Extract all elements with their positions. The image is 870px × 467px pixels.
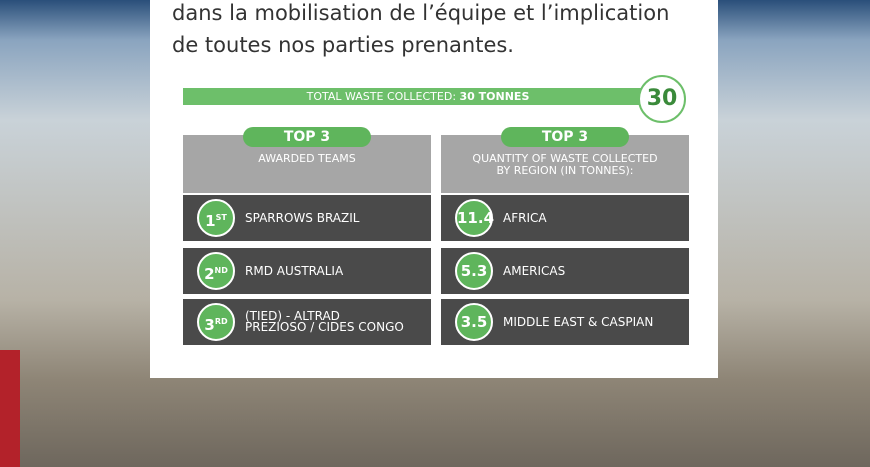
panel-subtitle: QUANTITY OF WASTE COLLECTED BY REGION (IN… xyxy=(441,153,689,177)
subtitle-line: AWARDED TEAMS xyxy=(258,152,356,165)
row: 5.3 AMERICAS xyxy=(441,248,689,294)
row-name: AFRICA xyxy=(503,195,683,241)
row: 11.4 AFRICA xyxy=(441,195,689,241)
name-line: (TIED) - ALTRAD xyxy=(245,309,340,323)
subtitle-line: BY REGION (IN TONNES): xyxy=(496,164,634,177)
panel-header: QUANTITY OF WASTE COLLECTED BY REGION (IN… xyxy=(441,135,689,193)
row: 1ST SPARROWS BRAZIL xyxy=(183,195,431,241)
rank: 3 xyxy=(204,316,215,334)
rank: 3.5 xyxy=(460,313,488,331)
rank: 5.3 xyxy=(460,262,488,280)
rank-suffix: RD xyxy=(214,317,228,326)
rank: 1 xyxy=(205,212,216,230)
subtitle-line: QUANTITY OF WASTE COLLECTED xyxy=(472,152,658,165)
rank-circle: 5.3 xyxy=(455,252,493,290)
name-block: SPARROWS BRAZIL xyxy=(245,210,360,225)
name-block: RMD AUSTRALIA xyxy=(245,263,344,278)
name-block: AMERICAS xyxy=(503,263,566,278)
rank-circle: 1ST xyxy=(197,199,235,237)
panel-title: TOP 3 xyxy=(501,127,629,147)
name-line: SPARROWS BRAZIL xyxy=(245,210,360,225)
total-value: 30 TONNES xyxy=(459,90,530,103)
panel-subtitle: AWARDED TEAMS xyxy=(183,153,431,165)
rank-suffix: ST xyxy=(215,213,227,222)
rank-circle: 11.4 xyxy=(455,199,495,237)
rank-circle: 2ND xyxy=(197,252,235,290)
name-line: PREZIOSO / CIDES CONGO xyxy=(245,320,404,334)
panel: AWARDED TEAMS TOP 3 1ST SPARROWS BRAZIL 2ND R… xyxy=(183,127,431,345)
total-bar: TOTAL WASTE COLLECTED: 30 TONNES xyxy=(183,88,653,105)
name-line: AFRICA xyxy=(503,210,547,225)
name-line: MIDDLE EAST & CASPIAN xyxy=(503,314,654,329)
row: 3RD (TIED) - ALTRAD PREZIOSO / CIDES CONGO xyxy=(183,299,431,345)
rank: 11.4 xyxy=(457,209,495,227)
rank-suffix: ND xyxy=(214,266,228,275)
name-line: AMERICAS xyxy=(503,263,566,278)
row-name: (TIED) - ALTRAD PREZIOSO / CIDES CONGO xyxy=(245,299,425,345)
intro-line: de toutes nos parties prenantes. xyxy=(172,33,514,57)
intro-line: dans la mobilisation de l’équipe et l’im… xyxy=(172,1,670,25)
red-bar xyxy=(0,350,20,467)
rank: 2 xyxy=(204,265,215,283)
row-name: AMERICAS xyxy=(503,248,683,294)
name-block: (TIED) - ALTRAD PREZIOSO / CIDES CONGO xyxy=(245,309,404,334)
panel: QUANTITY OF WASTE COLLECTED BY REGION (IN… xyxy=(441,127,689,345)
name-block: MIDDLE EAST & CASPIAN xyxy=(503,314,654,329)
name-line: RMD AUSTRALIA xyxy=(245,263,344,278)
row: 2ND RMD AUSTRALIA xyxy=(183,248,431,294)
row-name: RMD AUSTRALIA xyxy=(245,248,425,294)
total-label: TOTAL WASTE COLLECTED: xyxy=(306,90,457,103)
rank-circle: 3RD xyxy=(197,303,235,341)
row: 3.5 MIDDLE EAST & CASPIAN xyxy=(441,299,689,345)
name-block: AFRICA xyxy=(503,210,547,225)
panel-title: TOP 3 xyxy=(243,127,371,147)
total-badge: 30 xyxy=(638,75,686,123)
row-name: SPARROWS BRAZIL xyxy=(245,195,425,241)
row-name: MIDDLE EAST & CASPIAN xyxy=(503,299,683,345)
rank-circle: 3.5 xyxy=(455,303,493,341)
